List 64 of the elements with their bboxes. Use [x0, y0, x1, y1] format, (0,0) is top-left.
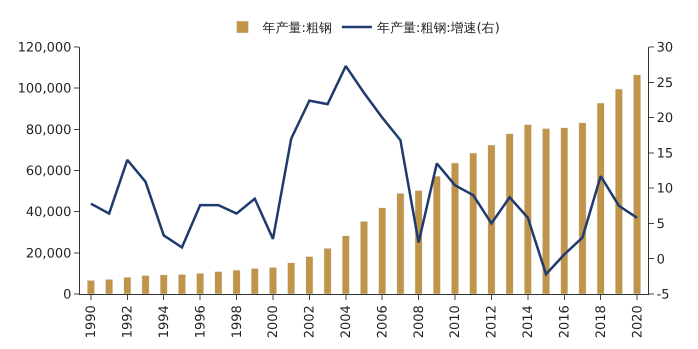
y-tick-label: 80,000	[26, 122, 72, 138]
bar	[87, 280, 95, 294]
x-tick-label: 2006	[375, 305, 390, 338]
x-tick-label: 1996	[193, 305, 208, 338]
y2-tick-label: 0	[656, 252, 665, 268]
y-tick-label: 120,000	[18, 40, 72, 56]
x-tick-label: 1992	[120, 305, 136, 338]
x-tick-label: 2020	[630, 305, 646, 338]
bar	[488, 144, 496, 294]
bar	[578, 122, 586, 294]
legend-label: 年产量:粗钢	[262, 21, 332, 36]
bar	[250, 268, 259, 294]
x-tick-label: 2000	[266, 305, 282, 338]
legend-label: 年产量:粗钢:增速(右)	[376, 21, 500, 36]
y2-tick-label: 30	[656, 40, 674, 56]
x-tick-label: 2016	[557, 305, 572, 338]
y-tick-label: 100,000	[18, 82, 72, 97]
y-tick-label: 20,000	[26, 246, 72, 262]
x-tick-label: 2008	[412, 305, 427, 338]
x-tick-label: 1990	[84, 305, 100, 338]
bar	[196, 272, 204, 294]
x-tick-label: 2018	[594, 305, 609, 338]
y2-tick-label: 15	[656, 146, 674, 162]
bar	[596, 102, 605, 294]
bar	[451, 162, 459, 294]
y-tick-label: 40,000	[26, 205, 72, 220]
x-tick-label: 2012	[484, 305, 500, 338]
bar	[160, 274, 168, 294]
bar	[232, 270, 240, 294]
y2-tick-label: -5	[656, 288, 670, 303]
bar	[378, 208, 386, 294]
x-tick-label: 1998	[230, 305, 245, 338]
bar	[506, 133, 514, 294]
bar	[342, 236, 350, 294]
y-tick-label: 0	[63, 288, 72, 303]
bar	[432, 176, 441, 294]
x-tick-label: 2010	[448, 305, 464, 338]
bar	[633, 74, 641, 294]
bar	[360, 221, 368, 294]
bar	[142, 275, 150, 294]
line-series	[90, 64, 638, 276]
bar	[123, 277, 132, 294]
y2-tick-label: 10	[656, 182, 674, 197]
bar	[287, 262, 296, 294]
bar	[269, 267, 277, 294]
y2-tick-label: 25	[656, 76, 674, 91]
x-tick-label: 2004	[339, 305, 354, 338]
bar	[469, 152, 478, 294]
y2-tick-label: 20	[656, 111, 674, 126]
y-tick-label: 60,000	[26, 164, 72, 180]
bar	[614, 88, 623, 294]
x-tick-label: 1994	[156, 305, 172, 338]
x-tick-label: 2002	[302, 305, 318, 338]
x-tick-label: 2014	[521, 305, 536, 338]
bar	[542, 128, 550, 294]
bar	[105, 279, 114, 294]
bar	[560, 127, 568, 294]
bar	[524, 124, 532, 294]
bar	[396, 193, 404, 294]
bar	[305, 256, 314, 294]
bar	[178, 274, 186, 294]
y2-tick-label: 5	[656, 216, 665, 232]
bar	[324, 248, 332, 294]
bar	[214, 271, 222, 294]
